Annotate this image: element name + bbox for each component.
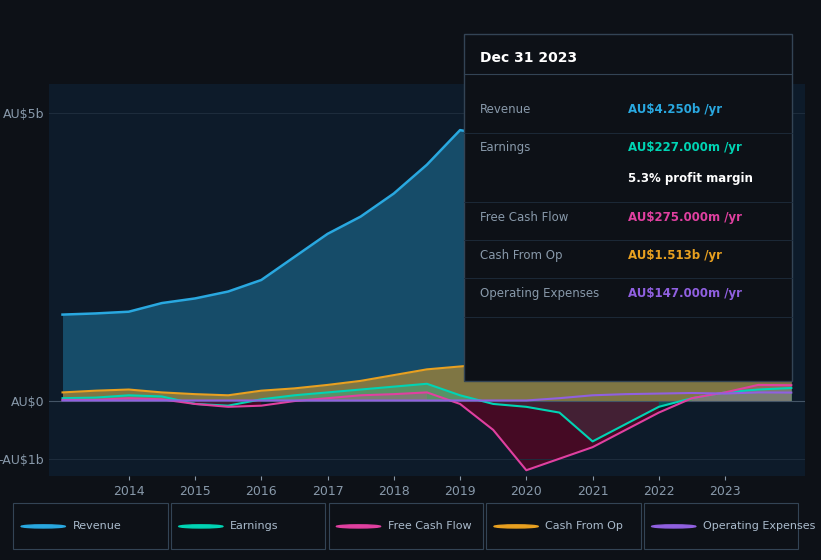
FancyBboxPatch shape xyxy=(171,503,325,549)
Text: Revenue: Revenue xyxy=(72,521,122,531)
Text: Free Cash Flow: Free Cash Flow xyxy=(480,211,569,223)
FancyBboxPatch shape xyxy=(464,34,792,381)
Circle shape xyxy=(179,525,223,528)
Circle shape xyxy=(337,525,381,528)
Text: AU$275.000m /yr: AU$275.000m /yr xyxy=(628,211,742,223)
Text: AU$4.250b /yr: AU$4.250b /yr xyxy=(628,103,722,116)
Text: Revenue: Revenue xyxy=(480,103,532,116)
Text: Dec 31 2023: Dec 31 2023 xyxy=(480,51,577,65)
FancyBboxPatch shape xyxy=(328,503,483,549)
Circle shape xyxy=(21,525,66,528)
FancyBboxPatch shape xyxy=(644,503,798,549)
Circle shape xyxy=(494,525,539,528)
Text: Operating Expenses: Operating Expenses xyxy=(480,287,599,300)
Text: AU$227.000m /yr: AU$227.000m /yr xyxy=(628,141,742,154)
Text: Free Cash Flow: Free Cash Flow xyxy=(388,521,471,531)
FancyBboxPatch shape xyxy=(486,503,640,549)
Text: Earnings: Earnings xyxy=(480,141,532,154)
FancyBboxPatch shape xyxy=(13,503,167,549)
Text: 5.3% profit margin: 5.3% profit margin xyxy=(628,172,753,185)
Text: AU$147.000m /yr: AU$147.000m /yr xyxy=(628,287,742,300)
Circle shape xyxy=(652,525,696,528)
Text: AU$1.513b /yr: AU$1.513b /yr xyxy=(628,249,722,262)
Text: Cash From Op: Cash From Op xyxy=(545,521,623,531)
Text: Cash From Op: Cash From Op xyxy=(480,249,562,262)
Text: Operating Expenses: Operating Expenses xyxy=(703,521,815,531)
Text: Earnings: Earnings xyxy=(230,521,278,531)
